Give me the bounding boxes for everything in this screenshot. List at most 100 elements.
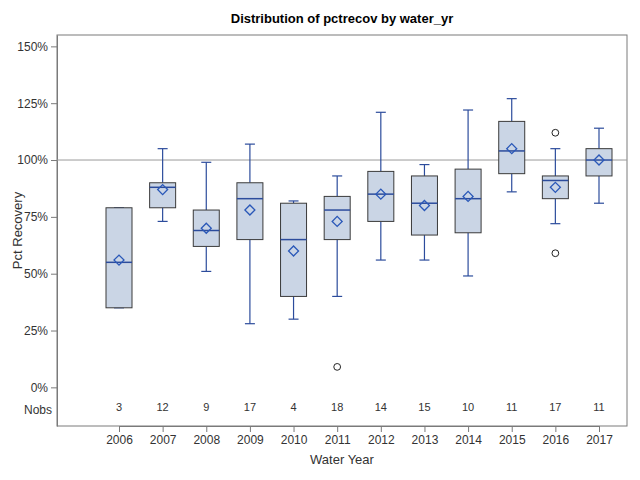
whisker-low: [206, 246, 207, 271]
nobs-value: 12: [157, 401, 169, 413]
x-tick-mark: [337, 426, 338, 432]
outlier: [334, 364, 341, 371]
nobs-value: 18: [331, 401, 343, 413]
box: [150, 183, 176, 208]
box: [193, 210, 219, 246]
x-tick-label: 2015: [499, 433, 526, 447]
x-tick: 2010: [281, 426, 308, 447]
y-tick: 0%: [31, 381, 57, 395]
x-tick-mark: [119, 426, 120, 432]
whisker-low: [467, 233, 468, 276]
x-tick-mark: [206, 426, 207, 432]
mean-marker: [245, 205, 255, 215]
whisker-cap-high: [507, 98, 517, 99]
nobs-value: 17: [549, 401, 561, 413]
whisker-low: [337, 240, 338, 297]
whisker-low: [249, 240, 250, 324]
y-tick: 150%: [17, 40, 57, 54]
x-tick-label: 2012: [368, 433, 395, 447]
y-tick-mark: [51, 331, 57, 332]
x-axis-title: Water Year: [310, 452, 375, 467]
box: [324, 196, 350, 239]
whisker-cap-low: [550, 223, 560, 224]
whisker-high: [467, 110, 468, 169]
chart: 0%25%50%75%100%125%150%20062007200820092…: [0, 0, 640, 480]
mean-marker: [376, 189, 386, 199]
x-tick: 2015: [499, 426, 526, 447]
whisker-high: [249, 144, 250, 183]
y-tick-label: 75%: [24, 210, 48, 224]
nobs-value: 4: [290, 401, 296, 413]
whisker-cap-low: [507, 191, 517, 192]
median: [281, 239, 307, 241]
whisker-cap-low: [289, 319, 299, 320]
x-tick-mark: [381, 426, 382, 432]
whisker-high: [380, 112, 381, 171]
x-tick-mark: [512, 426, 513, 432]
outlier: [552, 129, 559, 136]
box: [281, 203, 307, 296]
whisker-cap-low: [332, 296, 342, 297]
nobs-value: 11: [506, 401, 517, 413]
x-tick: 2017: [586, 426, 613, 447]
reference-line: [57, 160, 627, 161]
x-axis: 2006200720082009201020112012201320142015…: [106, 426, 613, 447]
x-tick-label: 2014: [455, 433, 482, 447]
box-group: [411, 165, 437, 260]
x-tick-mark: [163, 426, 164, 432]
whisker-cap-high: [201, 162, 211, 163]
x-tick-label: 2011: [325, 433, 351, 447]
nobs-value: 14: [375, 401, 387, 413]
median: [237, 198, 263, 200]
median: [411, 202, 437, 204]
y-tick: 25%: [24, 324, 57, 338]
x-tick-mark: [424, 426, 425, 432]
box-group: [106, 208, 132, 308]
x-axis-line: [120, 426, 600, 427]
whisker-cap-high: [419, 164, 429, 165]
nobs-value: 11: [593, 401, 604, 413]
median: [542, 180, 568, 182]
x-tick: 2008: [193, 426, 220, 447]
x-tick-mark: [250, 426, 251, 432]
whisker-cap-high: [332, 175, 342, 176]
box: [586, 149, 612, 176]
whisker-cap-low: [463, 275, 473, 276]
median: [106, 262, 132, 264]
nobs-value: 15: [418, 401, 430, 413]
mean-marker: [550, 182, 560, 192]
mean-marker: [114, 255, 124, 265]
mean-marker: [419, 200, 429, 210]
y-tick: 125%: [17, 97, 57, 111]
whisker-cap-high: [376, 112, 386, 113]
x-tick-label: 2013: [412, 433, 439, 447]
median: [368, 193, 394, 195]
whisker-high: [206, 162, 207, 210]
whisker-low: [424, 235, 425, 260]
whisker-low: [598, 176, 599, 203]
y-tick-label: 50%: [24, 267, 48, 281]
mean-marker: [463, 191, 473, 201]
box: [542, 176, 568, 199]
box-group: [150, 149, 176, 222]
whisker-cap-low: [419, 259, 429, 260]
y-tick-label: 100%: [17, 153, 48, 167]
nobs-label: Nobs: [24, 403, 52, 417]
box-group: [368, 112, 394, 260]
median: [150, 187, 176, 189]
whisker-cap-low: [245, 323, 255, 324]
x-tick-label: 2017: [586, 433, 613, 447]
mean-marker: [507, 144, 517, 154]
box: [237, 183, 263, 240]
y-tick-label: 125%: [17, 97, 48, 111]
x-tick-mark: [555, 426, 556, 432]
nobs-value: 17: [244, 401, 256, 413]
x-tick: 2009: [237, 426, 264, 447]
outlier: [552, 250, 559, 257]
x-tick: 2012: [368, 426, 395, 447]
y-tick-mark: [51, 160, 57, 161]
y-tick-mark: [51, 103, 57, 104]
y-tick: 75%: [24, 210, 57, 224]
plot-area: [57, 99, 627, 371]
whisker-low: [162, 208, 163, 222]
